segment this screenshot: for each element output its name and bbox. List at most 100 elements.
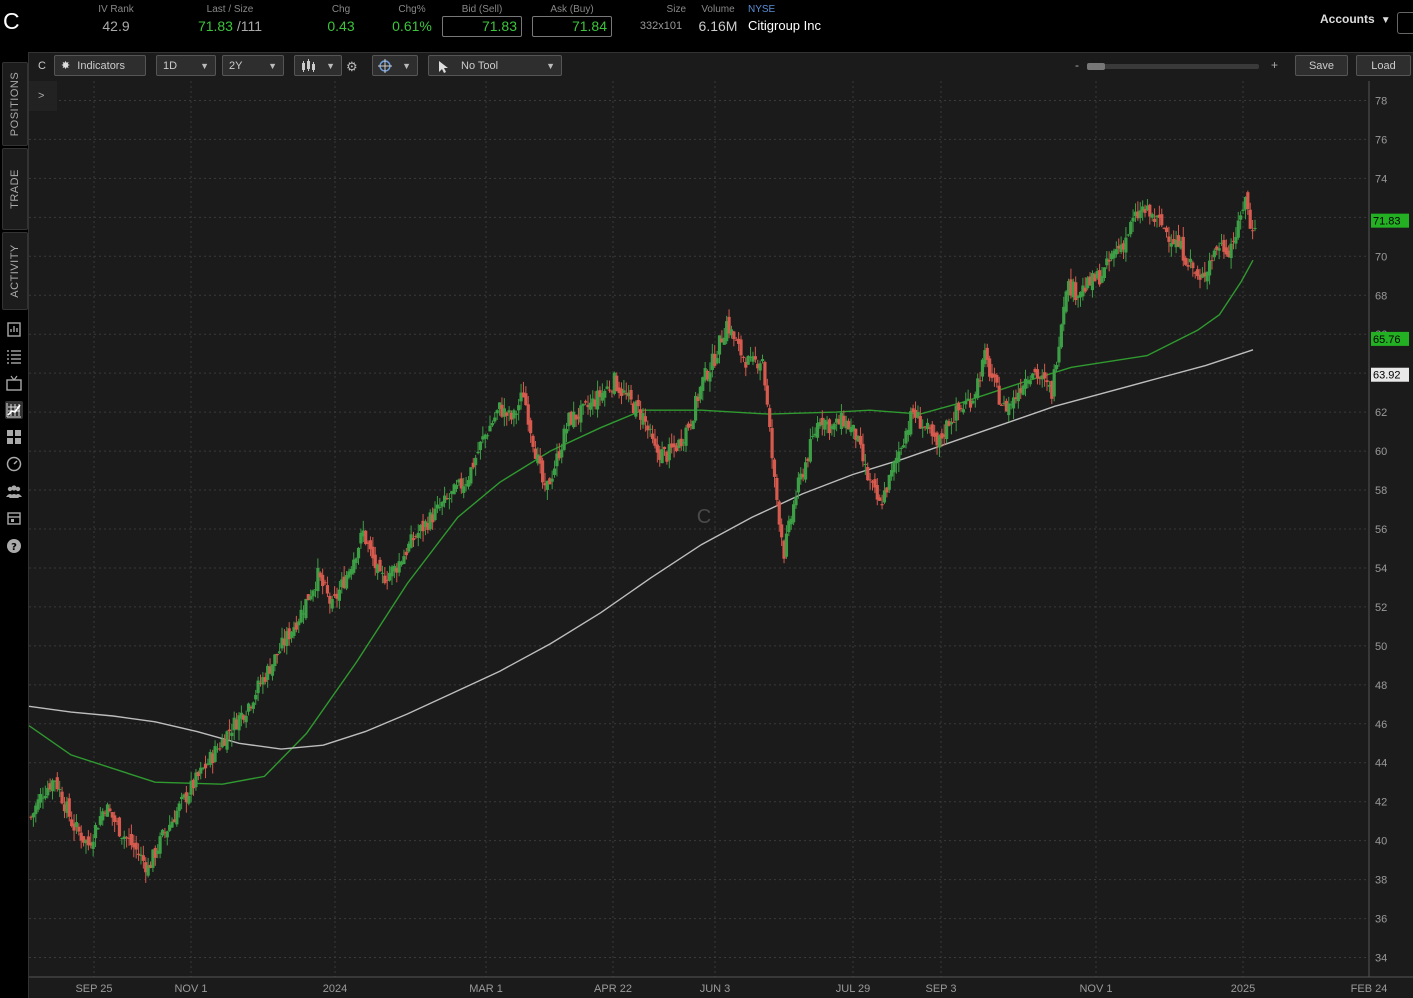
candle-body (1047, 385, 1052, 387)
candle-body (1152, 218, 1157, 222)
candle-body (36, 799, 40, 810)
candle-body (1143, 208, 1147, 213)
candle-body (942, 434, 946, 437)
candle-body (505, 412, 509, 416)
tv-icon[interactable] (5, 374, 23, 392)
ask-button[interactable]: 71.84 (532, 16, 612, 37)
candle-body (1138, 210, 1142, 219)
candle-body (1112, 250, 1116, 259)
candle-body (340, 579, 344, 588)
candle-body (973, 394, 977, 398)
candle-body (531, 435, 535, 447)
crosshair-dropdown[interactable]: ▼ (372, 55, 418, 76)
candle-body (93, 825, 98, 839)
candle-body (1200, 273, 1205, 278)
candle-body (98, 816, 102, 825)
list-icon[interactable] (5, 347, 23, 365)
candle-body (282, 638, 287, 646)
drawing-tool-dropdown[interactable]: No Tool ▼ (428, 55, 562, 76)
chart-report-icon[interactable] (5, 320, 23, 338)
candle-body (223, 739, 227, 746)
x-tick-label: APR 22 (594, 983, 632, 995)
exchange: NYSE Citigroup Inc (748, 4, 868, 36)
candle-body (854, 428, 858, 440)
candle-body (184, 792, 188, 803)
candle-body (110, 812, 114, 818)
tab-positions-label: POSITIONS (9, 71, 21, 137)
people-icon[interactable] (5, 482, 23, 500)
refresh-gauge-icon[interactable] (5, 455, 23, 473)
chart-type-dropdown[interactable]: ▼ (294, 55, 342, 76)
y-tick-label: 70 (1375, 251, 1387, 263)
zoom-slider[interactable] (1087, 64, 1259, 69)
bid-button[interactable]: 71.83 (442, 16, 522, 37)
zoom-slider-handle[interactable] (1087, 63, 1105, 70)
gear-icon[interactable]: ⚙ (346, 59, 358, 74)
price-chart[interactable]: SEP 25 NOV 1 2024 MAR 1 APR 22 JUN 3 JUL 29 SEP… (29, 53, 1413, 998)
chevron-down-icon: ▼ (326, 61, 335, 71)
candle-body (564, 429, 569, 434)
candle-body (603, 390, 607, 398)
candle-body (172, 819, 177, 823)
candle-body (751, 356, 755, 362)
y-tick-label: 44 (1375, 758, 1387, 770)
candle-body (548, 478, 552, 485)
accounts-dropdown[interactable]: Accounts ▼ (1320, 12, 1391, 26)
chart-grid-icon[interactable] (5, 401, 23, 419)
tab-positions[interactable]: POSITIONS (2, 62, 28, 146)
candle-body (349, 569, 353, 575)
tab-activity[interactable]: ACTIVITY (2, 232, 28, 310)
y-tick-label: 52 (1375, 602, 1387, 614)
candle-body (1129, 221, 1133, 235)
candle-body (799, 473, 803, 480)
candle-body (1098, 270, 1102, 285)
candle-body (667, 444, 671, 461)
candle-body (1141, 206, 1145, 212)
candle-body (605, 386, 609, 389)
candle-body (897, 451, 901, 462)
candle-body (923, 426, 927, 428)
candle-body (373, 554, 377, 569)
candle-body (1210, 260, 1214, 262)
expand-panel[interactable]: > (29, 81, 57, 111)
zoom-out-button[interactable]: - (1075, 58, 1079, 72)
candle-body (959, 407, 963, 409)
range-dropdown[interactable]: 2Y ▼ (222, 55, 284, 76)
tab-trade[interactable]: TRADE (2, 148, 28, 230)
panel-toggle-button[interactable] (1397, 12, 1413, 34)
candle-body (741, 356, 746, 358)
candle-body (323, 582, 327, 584)
candle-body (846, 420, 851, 430)
candle-body (318, 572, 322, 578)
symbol-label[interactable]: C (3, 8, 20, 34)
candle-body (1107, 259, 1111, 262)
calendar-icon[interactable] (5, 509, 23, 527)
interval-dropdown[interactable]: 1D ▼ (156, 55, 216, 76)
candle-body (665, 451, 669, 462)
candle-body (947, 421, 951, 426)
zoom-in-button[interactable]: + (1271, 58, 1279, 72)
candle-body (244, 715, 248, 723)
candle-body (311, 590, 315, 597)
chart-toolbar: C ✸ Indicators 1D ▼ 2Y ▼ ▼ ⚙ ▼ No Tool ▼… (29, 53, 1413, 80)
candle-body (1231, 240, 1236, 242)
candle-body (170, 821, 174, 828)
candle-body (208, 752, 212, 765)
candle-body (930, 424, 934, 437)
x-tick-label: FEB 24 (1351, 983, 1388, 995)
candle-body (215, 748, 220, 750)
help-icon[interactable]: ? (5, 537, 23, 555)
indicators-button[interactable]: ✸ Indicators (54, 55, 146, 76)
candle-body (1045, 380, 1049, 383)
candle-body (442, 495, 447, 503)
candle-body (677, 439, 681, 448)
candle-body (1050, 380, 1054, 399)
load-button[interactable]: Load (1356, 55, 1411, 76)
candle-body (835, 418, 839, 423)
candle-body (294, 622, 298, 630)
candle-body (641, 413, 645, 425)
save-button[interactable]: Save (1295, 55, 1348, 76)
iv-rank: IV Rank 42.9 (96, 4, 136, 36)
grid-icon[interactable] (5, 428, 23, 446)
candle-body (569, 411, 573, 425)
